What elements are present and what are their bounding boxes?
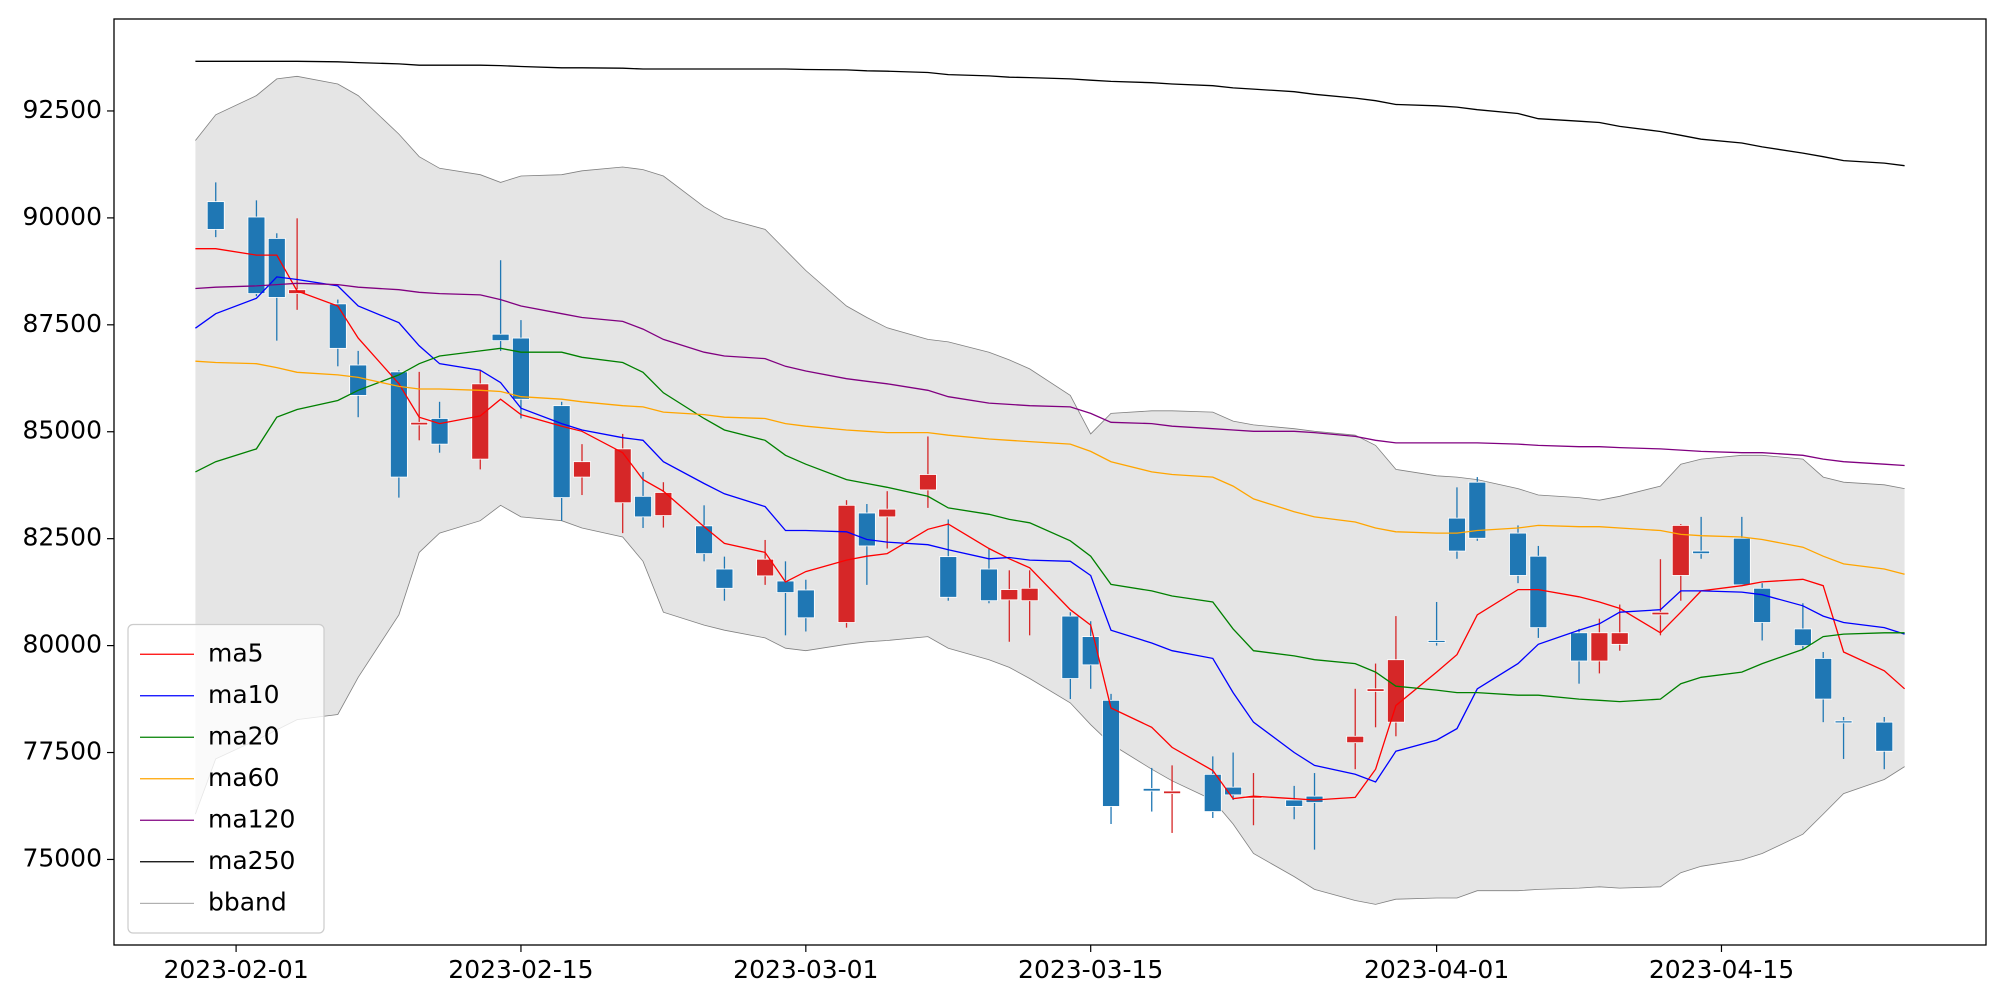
y-tick-label: 87500 xyxy=(22,309,102,338)
candle-body xyxy=(1793,628,1812,647)
candle-body xyxy=(206,201,225,230)
plot xyxy=(195,60,1906,905)
x-tick-label: 2023-02-01 xyxy=(163,955,308,984)
candle-body xyxy=(1387,659,1405,723)
candle-body xyxy=(328,303,347,349)
candle-body xyxy=(1020,587,1039,602)
x-tick-label: 2023-04-01 xyxy=(1364,955,1509,984)
candle-body xyxy=(552,405,571,499)
candle-body xyxy=(410,421,429,426)
legend-label: ma5 xyxy=(208,638,264,667)
candle-body xyxy=(1285,799,1304,807)
y-tick-label: 82500 xyxy=(22,523,102,552)
candle-body xyxy=(471,383,490,460)
candle-body xyxy=(1875,721,1894,752)
candle-body xyxy=(1448,517,1466,552)
candle-body xyxy=(613,448,632,504)
candle-body xyxy=(980,568,998,602)
plot-frame xyxy=(113,18,1987,946)
y-tick-label: 75000 xyxy=(22,843,102,872)
candle-body xyxy=(878,508,897,518)
ma-line xyxy=(195,60,1905,167)
x-tick-label: 2023-02-15 xyxy=(448,955,593,984)
candle-body xyxy=(1142,788,1161,792)
legend-label: ma120 xyxy=(208,804,295,833)
candle-body xyxy=(1509,532,1527,576)
candle-body xyxy=(756,558,775,577)
y-tick-label: 92500 xyxy=(22,95,102,124)
legend-label: bband xyxy=(208,887,287,916)
candle-body xyxy=(1102,699,1120,807)
candle-body xyxy=(1570,632,1588,662)
candle-body xyxy=(512,337,530,400)
candle-body xyxy=(349,364,368,396)
candle-body xyxy=(1692,550,1711,555)
candle-body xyxy=(1753,587,1772,623)
candle-body xyxy=(1834,720,1853,724)
candle-body xyxy=(695,525,713,555)
candle-body xyxy=(389,371,408,478)
candle-body xyxy=(939,556,958,598)
x-tick-label: 2023-03-15 xyxy=(1018,955,1163,984)
candle-body xyxy=(715,568,734,589)
legend-box xyxy=(127,623,325,934)
candle-body xyxy=(776,580,795,593)
candle-body xyxy=(1468,481,1487,539)
legend-label: ma10 xyxy=(208,680,279,709)
candle-body xyxy=(837,504,856,623)
band-edge xyxy=(195,504,1905,905)
x-tick-label: 2023-03-01 xyxy=(733,955,878,984)
y-tick-label: 80000 xyxy=(22,630,102,659)
candle-body xyxy=(1366,688,1385,692)
candle-body xyxy=(1224,786,1243,796)
legend-label: ma250 xyxy=(208,846,295,875)
candle-body xyxy=(1163,790,1181,794)
band-fill xyxy=(195,76,1905,905)
candle-body xyxy=(1061,615,1080,679)
candle-body xyxy=(1651,611,1670,616)
candle-body xyxy=(1427,640,1446,643)
x-tick-label: 2023-04-15 xyxy=(1649,955,1794,984)
y-tick-label: 77500 xyxy=(22,737,102,766)
ma-line xyxy=(195,347,1905,703)
candle-body xyxy=(919,474,937,491)
candle-body xyxy=(1732,537,1751,586)
candle-body xyxy=(267,238,286,298)
ma-line xyxy=(195,360,1905,575)
y-tick-label: 85000 xyxy=(22,416,102,445)
candle-body xyxy=(796,589,815,619)
legend-label: ma60 xyxy=(208,763,279,792)
candle-body xyxy=(430,418,449,445)
candle-body xyxy=(1000,589,1019,601)
candle-body xyxy=(1671,525,1690,576)
legend-label: ma20 xyxy=(208,721,279,750)
candle-body xyxy=(573,461,591,478)
candle-body xyxy=(1610,632,1629,645)
candle-body xyxy=(857,512,876,547)
ma-line xyxy=(195,248,1906,801)
band-edge xyxy=(195,75,1905,501)
candle-body xyxy=(1346,735,1365,744)
y-tick-label: 90000 xyxy=(22,202,102,231)
candle-body xyxy=(1203,773,1222,812)
candle-body xyxy=(491,333,510,342)
candle-body xyxy=(634,495,652,518)
candle-body xyxy=(1590,632,1609,662)
ma-line xyxy=(195,276,1905,783)
candle-body xyxy=(1529,555,1548,629)
ma-line xyxy=(195,282,1905,467)
candle-body xyxy=(654,492,673,516)
candle-body xyxy=(1814,658,1833,700)
